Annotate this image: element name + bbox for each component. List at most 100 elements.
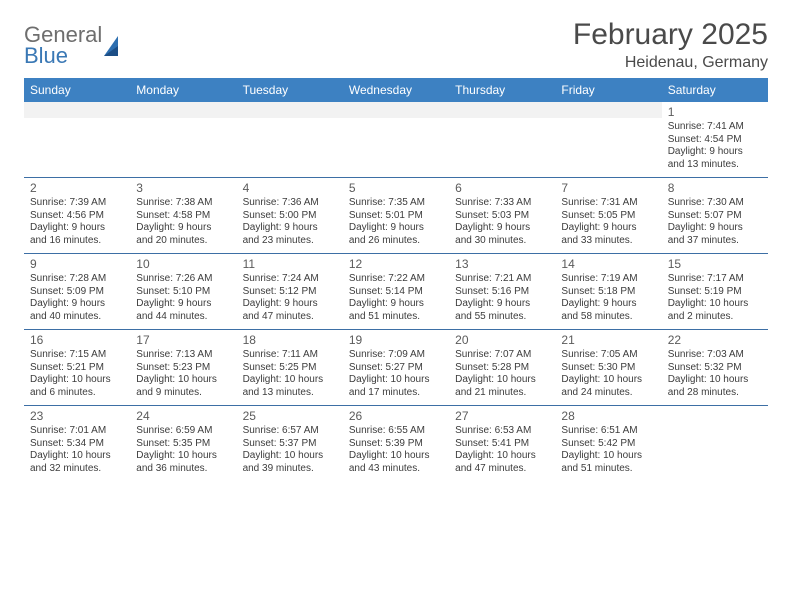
sunrise: Sunrise: 7:21 AM <box>455 273 549 286</box>
day-number: 22 <box>668 333 762 348</box>
sunset: Sunset: 5:19 PM <box>668 286 762 299</box>
sunrise: Sunrise: 7:07 AM <box>455 349 549 362</box>
calendar-row: 16Sunrise: 7:15 AMSunset: 5:21 PMDayligh… <box>24 329 768 405</box>
day-number: 24 <box>136 409 230 424</box>
daylight: Daylight: 9 hours and 20 minutes. <box>136 222 230 247</box>
sunrise: Sunrise: 7:36 AM <box>243 197 337 210</box>
sunset: Sunset: 5:41 PM <box>455 438 549 451</box>
sunrise: Sunrise: 7:26 AM <box>136 273 230 286</box>
calendar-cell: 16Sunrise: 7:15 AMSunset: 5:21 PMDayligh… <box>24 329 130 405</box>
sunset: Sunset: 4:58 PM <box>136 210 230 223</box>
sunrise: Sunrise: 7:09 AM <box>349 349 443 362</box>
sunrise: Sunrise: 6:55 AM <box>349 425 443 438</box>
dow-wed: Wednesday <box>343 78 449 102</box>
logo-word2: Blue <box>24 45 102 67</box>
dow-sat: Saturday <box>662 78 768 102</box>
day-number: 16 <box>30 333 124 348</box>
calendar-cell <box>24 102 130 177</box>
day-number: 19 <box>349 333 443 348</box>
calendar-cell <box>130 102 236 177</box>
daylight: Daylight: 10 hours and 28 minutes. <box>668 374 762 399</box>
dow-mon: Monday <box>130 78 236 102</box>
day-number: 4 <box>243 181 337 196</box>
daylight: Daylight: 10 hours and 47 minutes. <box>455 450 549 475</box>
sunrise: Sunrise: 7:28 AM <box>30 273 124 286</box>
sunrise: Sunrise: 6:57 AM <box>243 425 337 438</box>
sunrise: Sunrise: 7:15 AM <box>30 349 124 362</box>
sunrise: Sunrise: 7:22 AM <box>349 273 443 286</box>
sunrise: Sunrise: 7:41 AM <box>668 121 762 134</box>
day-number: 14 <box>561 257 655 272</box>
daylight: Daylight: 9 hours and 33 minutes. <box>561 222 655 247</box>
day-number: 23 <box>30 409 124 424</box>
calendar-cell: 13Sunrise: 7:21 AMSunset: 5:16 PMDayligh… <box>449 253 555 329</box>
calendar-cell: 21Sunrise: 7:05 AMSunset: 5:30 PMDayligh… <box>555 329 661 405</box>
sunset: Sunset: 5:32 PM <box>668 362 762 375</box>
daylight: Daylight: 10 hours and 32 minutes. <box>30 450 124 475</box>
calendar-cell <box>343 102 449 177</box>
calendar-row: 9Sunrise: 7:28 AMSunset: 5:09 PMDaylight… <box>24 253 768 329</box>
sunrise: Sunrise: 7:30 AM <box>668 197 762 210</box>
sunset: Sunset: 5:07 PM <box>668 210 762 223</box>
sunset: Sunset: 4:56 PM <box>30 210 124 223</box>
sunset: Sunset: 5:39 PM <box>349 438 443 451</box>
sunset: Sunset: 5:37 PM <box>243 438 337 451</box>
sunset: Sunset: 5:10 PM <box>136 286 230 299</box>
day-number: 3 <box>136 181 230 196</box>
day-number: 8 <box>668 181 762 196</box>
daylight: Daylight: 10 hours and 6 minutes. <box>30 374 124 399</box>
day-number: 1 <box>668 105 762 120</box>
sunset: Sunset: 5:25 PM <box>243 362 337 375</box>
calendar-cell: 26Sunrise: 6:55 AMSunset: 5:39 PMDayligh… <box>343 405 449 481</box>
sunset: Sunset: 5:28 PM <box>455 362 549 375</box>
dow-thu: Thursday <box>449 78 555 102</box>
sunrise: Sunrise: 7:33 AM <box>455 197 549 210</box>
sunrise: Sunrise: 7:13 AM <box>136 349 230 362</box>
calendar-cell: 11Sunrise: 7:24 AMSunset: 5:12 PMDayligh… <box>237 253 343 329</box>
sunrise: Sunrise: 7:05 AM <box>561 349 655 362</box>
calendar-cell <box>662 405 768 481</box>
sunrise: Sunrise: 6:59 AM <box>136 425 230 438</box>
daylight: Daylight: 9 hours and 30 minutes. <box>455 222 549 247</box>
calendar-cell: 5Sunrise: 7:35 AMSunset: 5:01 PMDaylight… <box>343 177 449 253</box>
sunset: Sunset: 5:14 PM <box>349 286 443 299</box>
day-number: 27 <box>455 409 549 424</box>
calendar-cell: 6Sunrise: 7:33 AMSunset: 5:03 PMDaylight… <box>449 177 555 253</box>
calendar-cell <box>555 102 661 177</box>
calendar-cell: 2Sunrise: 7:39 AMSunset: 4:56 PMDaylight… <box>24 177 130 253</box>
sunset: Sunset: 5:16 PM <box>455 286 549 299</box>
daylight: Daylight: 10 hours and 17 minutes. <box>349 374 443 399</box>
calendar-cell: 27Sunrise: 6:53 AMSunset: 5:41 PMDayligh… <box>449 405 555 481</box>
day-number: 7 <box>561 181 655 196</box>
daylight: Daylight: 9 hours and 16 minutes. <box>30 222 124 247</box>
day-number: 2 <box>30 181 124 196</box>
sunrise: Sunrise: 7:35 AM <box>349 197 443 210</box>
daylight: Daylight: 10 hours and 9 minutes. <box>136 374 230 399</box>
daylight: Daylight: 9 hours and 37 minutes. <box>668 222 762 247</box>
daylight: Daylight: 10 hours and 39 minutes. <box>243 450 337 475</box>
day-number: 20 <box>455 333 549 348</box>
calendar-grid: 1Sunrise: 7:41 AMSunset: 4:54 PMDaylight… <box>24 102 768 481</box>
sunset: Sunset: 5:03 PM <box>455 210 549 223</box>
daylight: Daylight: 9 hours and 47 minutes. <box>243 298 337 323</box>
calendar-cell: 12Sunrise: 7:22 AMSunset: 5:14 PMDayligh… <box>343 253 449 329</box>
day-number: 28 <box>561 409 655 424</box>
calendar-row: 2Sunrise: 7:39 AMSunset: 4:56 PMDaylight… <box>24 177 768 253</box>
dow-tue: Tuesday <box>237 78 343 102</box>
header: General Blue February 2025 Heidenau, Ger… <box>24 18 768 72</box>
daylight: Daylight: 9 hours and 26 minutes. <box>349 222 443 247</box>
sunset: Sunset: 5:21 PM <box>30 362 124 375</box>
calendar-cell: 22Sunrise: 7:03 AMSunset: 5:32 PMDayligh… <box>662 329 768 405</box>
sunrise: Sunrise: 7:01 AM <box>30 425 124 438</box>
day-number: 25 <box>243 409 337 424</box>
sunrise: Sunrise: 7:38 AM <box>136 197 230 210</box>
daylight: Daylight: 9 hours and 51 minutes. <box>349 298 443 323</box>
sunrise: Sunrise: 7:11 AM <box>243 349 337 362</box>
dow-sun: Sunday <box>24 78 130 102</box>
sunrise: Sunrise: 7:24 AM <box>243 273 337 286</box>
daylight: Daylight: 9 hours and 55 minutes. <box>455 298 549 323</box>
calendar-cell: 9Sunrise: 7:28 AMSunset: 5:09 PMDaylight… <box>24 253 130 329</box>
day-number: 13 <box>455 257 549 272</box>
sunset: Sunset: 5:35 PM <box>136 438 230 451</box>
sunset: Sunset: 5:23 PM <box>136 362 230 375</box>
